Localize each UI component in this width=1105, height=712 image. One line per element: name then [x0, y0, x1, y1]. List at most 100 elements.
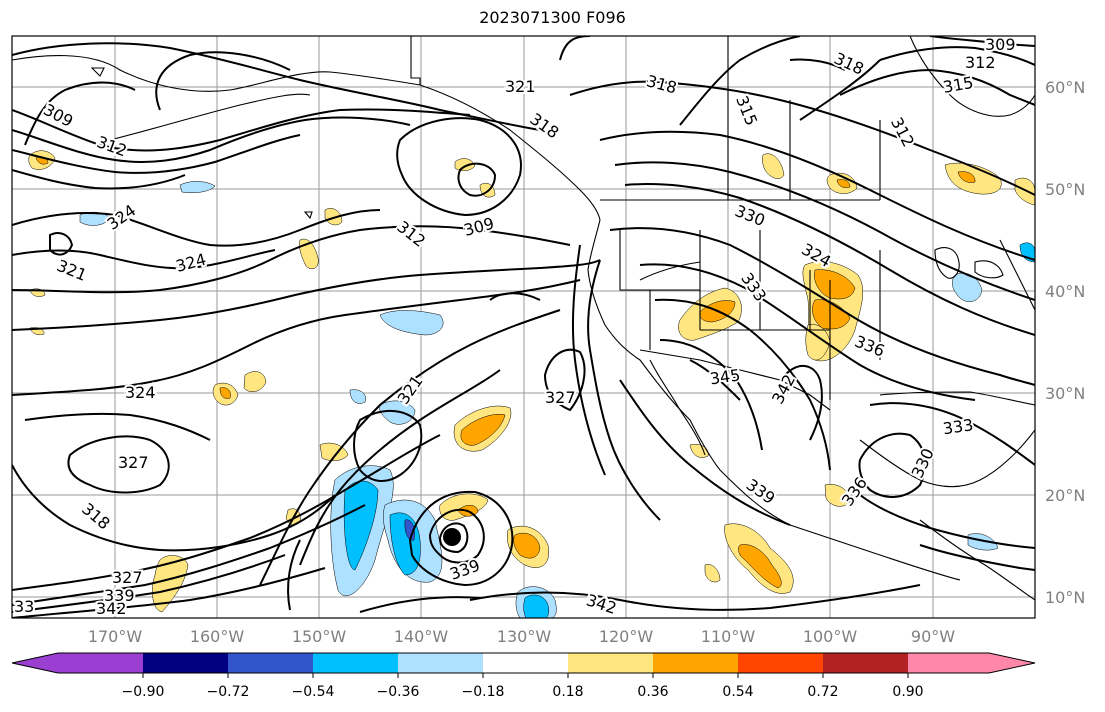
- colorbar-tick-label: 0.18: [552, 684, 583, 700]
- coastlines: [12, 36, 1035, 601]
- orange-region: [836, 179, 851, 188]
- lat-label: 60°N: [1045, 78, 1085, 97]
- colorbar-tick-label: 0.54: [722, 684, 753, 700]
- light-blue-region: [967, 533, 999, 551]
- contour-label: 321: [505, 77, 536, 96]
- orange-region: [513, 532, 541, 559]
- colorbar: [11, 652, 1036, 674]
- light-blue-region: [379, 310, 444, 336]
- contour-label: 342: [96, 599, 127, 618]
- yellow-region: [824, 484, 851, 507]
- yellow-region: [324, 208, 343, 226]
- lon-label: 150°W: [292, 627, 347, 646]
- colorbar-tick-label: 0.36: [637, 684, 668, 700]
- lon-label: 130°W: [497, 627, 552, 646]
- orange-region: [219, 387, 231, 399]
- deep-sky-region: [343, 480, 379, 571]
- alaska-panhandle: [410, 36, 421, 85]
- lat-label: 50°N: [1045, 180, 1085, 199]
- yellow-region: [1014, 177, 1035, 206]
- us-mexico-border: [639, 349, 831, 411]
- colorbar-tick-label: −0.72: [207, 684, 250, 700]
- yellow-region: [152, 555, 189, 613]
- longitude-labels: 170°W 160°W 150°W 140°W 130°W 120°W 110°…: [88, 627, 955, 646]
- cyclone-center: [443, 528, 461, 546]
- aleutian-coast: [109, 93, 311, 141]
- lat-label: 10°N: [1045, 588, 1085, 607]
- lon-label: 110°W: [701, 627, 756, 646]
- yellow-region: [704, 564, 721, 583]
- lat-label: 30°N: [1045, 384, 1085, 403]
- lon-label: 120°W: [599, 627, 654, 646]
- colorbar-tick-labels: −0.90 −0.72 −0.54 −0.36 −0.18 0.18 0.36 …: [122, 684, 924, 700]
- colorbar-segment: [483, 653, 569, 673]
- colorbar-segment: [568, 653, 654, 673]
- hudson-bay: [909, 36, 1035, 117]
- lon-label: 140°W: [394, 627, 449, 646]
- baja-coast: [649, 359, 706, 456]
- contour-label: 312: [965, 53, 996, 72]
- canada-provinces: [727, 36, 881, 200]
- contour-label: 33: [14, 597, 34, 616]
- colorbar-extend-low: [12, 653, 58, 673]
- colorbar-extend-high: [989, 653, 1035, 673]
- colorbar-tick-label: −0.90: [122, 684, 165, 700]
- colorbar-tick-label: 0.72: [807, 684, 838, 700]
- lon-label: 100°W: [803, 627, 858, 646]
- orange-region: [738, 544, 782, 589]
- great-lakes: [934, 247, 1004, 279]
- light-blue-region: [379, 400, 416, 425]
- colorbar-tick-label: 0.90: [892, 684, 923, 700]
- east-coast: [999, 239, 1035, 311]
- colorbar-tick-label: −0.36: [377, 684, 420, 700]
- contour-label: 309: [985, 35, 1016, 54]
- colorbar-segment: [58, 653, 144, 673]
- yellow-region: [454, 158, 476, 171]
- yellow-region: [762, 153, 785, 179]
- contour-label: 327: [112, 568, 143, 587]
- deep-sky-region: [523, 594, 550, 618]
- height-contours: [12, 36, 1035, 618]
- colorbar-segment: [143, 653, 229, 673]
- colorbar-segment: [738, 653, 824, 673]
- gulf-coast: [859, 429, 1035, 488]
- orange-region: [460, 414, 506, 446]
- orange-region: [957, 171, 976, 183]
- colorbar-tick-label: −0.54: [292, 684, 335, 700]
- yellow-region: [243, 371, 267, 393]
- map-frame: [11, 35, 1036, 619]
- light-blue-region: [952, 272, 983, 302]
- contour-label: 327: [118, 453, 149, 472]
- contour-label: 324: [125, 383, 156, 402]
- map-title: 2023071300 F096: [479, 8, 626, 27]
- colorbar-segment: [398, 653, 484, 673]
- gulf-coast-north: [879, 391, 1035, 406]
- rockies: [639, 261, 701, 281]
- us-state-line: [619, 230, 881, 400]
- lon-label: 160°W: [190, 627, 245, 646]
- orange-region: [814, 269, 856, 300]
- light-blue-region: [179, 181, 216, 193]
- contour-label: 339: [104, 586, 135, 605]
- colorbar-outline: [11, 652, 1036, 674]
- colorbar-segment: [228, 653, 314, 673]
- lat-label: 20°N: [1045, 486, 1085, 505]
- mexico-west-coast: [719, 469, 961, 581]
- orange-region: [812, 299, 851, 330]
- colorbar-segment: [908, 653, 990, 673]
- central-america: [919, 519, 1035, 601]
- light-blue-region: [349, 389, 366, 404]
- pacific-nw-coast: [587, 219, 721, 471]
- lat-label: 40°N: [1045, 282, 1085, 301]
- colorbar-segment: [313, 653, 399, 673]
- alaska-coast: [12, 54, 601, 221]
- colorbar-ticks: [142, 673, 909, 678]
- deep-sky-region: [1019, 242, 1035, 263]
- colorbar-segment: [823, 653, 909, 673]
- lon-label: 90°W: [911, 627, 955, 646]
- yellow-region: [689, 444, 709, 458]
- contour-label: 327: [545, 388, 576, 407]
- colorbar-segment: [653, 653, 739, 673]
- colorbar-tick-label: −0.18: [462, 684, 505, 700]
